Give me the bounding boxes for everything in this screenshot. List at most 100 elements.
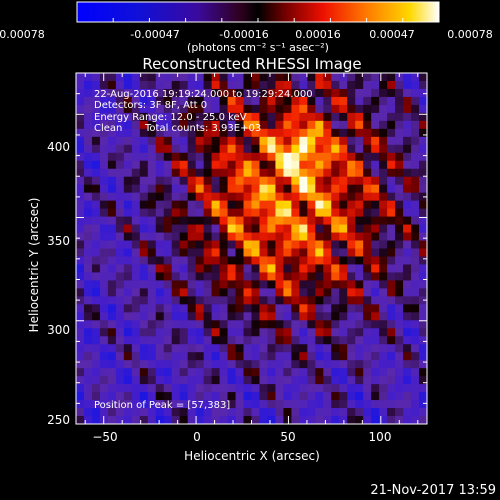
heatmap-cell — [171, 216, 181, 225]
heatmap-cell — [131, 344, 141, 353]
heatmap-cell — [355, 312, 364, 321]
heatmap-cell — [411, 120, 420, 130]
heatmap-cell — [267, 272, 276, 281]
colorbar-units-label: (photons cm⁻² s⁻¹ asec⁻²) — [187, 41, 329, 54]
heatmap-cell — [163, 224, 173, 233]
heatmap-cell — [331, 416, 340, 424]
heatmap-cell — [91, 112, 101, 122]
heatmap-cell — [243, 96, 252, 106]
heatmap-cell — [123, 152, 133, 162]
heatmap-cell — [171, 112, 181, 122]
heatmap-cell — [123, 400, 133, 409]
heatmap-cell — [83, 336, 93, 345]
heatmap-cell — [403, 136, 412, 146]
heatmap-cell — [115, 104, 125, 114]
heatmap-cell — [115, 216, 125, 225]
heatmap-cell — [299, 240, 308, 249]
heatmap-cell — [251, 88, 260, 98]
colorbar: -0.00078 -0.00047 -0.00016 0.00016 0.000… — [0, 1, 493, 54]
heatmap-cell — [387, 88, 396, 98]
heatmap-cell — [339, 88, 348, 98]
heatmap-cell — [163, 104, 173, 114]
heatmap-cell — [203, 288, 213, 297]
heatmap-cell — [139, 376, 149, 385]
heatmap-cell — [259, 320, 268, 329]
heatmap-cell — [91, 104, 101, 114]
heatmap-cell — [259, 344, 268, 353]
heatmap-cell — [315, 328, 324, 337]
heatmap-cell — [291, 304, 300, 313]
heatmap-cell — [195, 88, 205, 98]
heatmap-cell — [403, 208, 412, 217]
heatmap-cell — [307, 73, 316, 82]
heatmap-cell — [99, 304, 109, 313]
heatmap-cell — [339, 256, 348, 265]
heatmap-cell — [147, 224, 157, 233]
heatmap-cell — [275, 176, 284, 186]
heatmap-cell — [219, 296, 228, 305]
heatmap-cell — [115, 320, 125, 329]
heatmap-cell — [395, 112, 404, 122]
heatmap-cell — [139, 200, 149, 210]
heatmap-cell — [259, 208, 268, 217]
heatmap-cell — [259, 408, 268, 417]
heatmap-cell — [371, 144, 380, 154]
heatmap-cell — [76, 296, 85, 305]
heatmap-cell — [347, 328, 356, 337]
heatmap-cell — [83, 296, 93, 305]
heatmap-cell — [411, 384, 420, 393]
heatmap-cell — [323, 344, 332, 353]
heatmap-cell — [315, 360, 324, 369]
heatmap-cell — [283, 184, 292, 194]
heatmap-cell — [299, 112, 308, 122]
heatmap-cell — [411, 288, 420, 297]
heatmap-cell — [107, 360, 117, 369]
heatmap-cell — [227, 168, 236, 178]
heatmap-cell — [99, 144, 109, 154]
heatmap-cell — [379, 280, 388, 289]
heatmap-cell — [195, 224, 205, 233]
heatmap-cell — [83, 320, 93, 329]
heatmap-cell — [179, 328, 189, 337]
heatmap-cell — [395, 360, 404, 369]
heatmap-cell — [395, 168, 404, 178]
heatmap-cell — [115, 368, 125, 377]
heatmap-cell — [243, 288, 252, 297]
heatmap-cell — [411, 352, 420, 361]
heatmap-cell — [147, 280, 157, 289]
heatmap-cell — [371, 416, 380, 424]
heatmap-cell — [419, 320, 427, 329]
heatmap-cell — [203, 224, 213, 233]
heatmap-cell — [147, 88, 157, 98]
heatmap-cell — [163, 96, 173, 106]
heatmap-cell — [219, 360, 228, 369]
heatmap-cell — [251, 184, 260, 194]
heatmap-cell — [219, 88, 228, 98]
heatmap-cell — [99, 120, 109, 130]
heatmap-cell — [163, 160, 173, 170]
heatmap-cell — [291, 408, 300, 417]
heatmap-cell — [227, 320, 236, 329]
heatmap-cell — [139, 128, 149, 138]
heatmap-cell — [76, 216, 85, 225]
heatmap-cell — [243, 304, 252, 313]
heatmap-cell — [259, 416, 268, 424]
heatmap-cell — [283, 376, 292, 385]
heatmap-cell — [227, 408, 236, 417]
heatmap-cell — [387, 320, 396, 329]
heatmap-cell — [139, 384, 149, 393]
heatmap-cell — [275, 136, 284, 146]
heatmap-cell — [219, 272, 228, 281]
heatmap-cell — [83, 232, 93, 241]
heatmap-cell — [123, 232, 133, 241]
heatmap-cell — [347, 192, 356, 202]
heatmap-cell — [379, 80, 388, 90]
heatmap-cell — [227, 96, 236, 106]
heatmap-cell — [299, 128, 308, 138]
heatmap-cell — [403, 152, 412, 162]
heatmap-cell — [227, 192, 236, 202]
heatmap-cell — [283, 288, 292, 297]
heatmap-cell — [275, 184, 284, 194]
heatmap-cell — [179, 296, 189, 305]
heatmap-cell — [227, 80, 236, 90]
